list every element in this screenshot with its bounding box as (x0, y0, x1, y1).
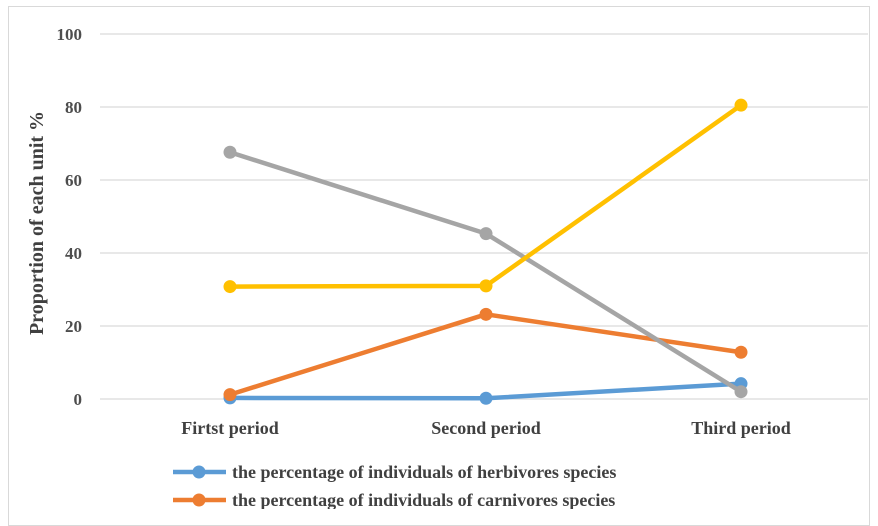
legend-label: the percentage of individuals of herbivo… (232, 462, 616, 482)
line-chart: 0 20 40 60 80 100 Firtst period Second period T… (26, 25, 868, 509)
legend-swatch-marker (192, 493, 206, 507)
series-1 (223, 377, 748, 405)
series-lines (223, 98, 748, 405)
data-point (479, 227, 493, 241)
series-4 (223, 98, 748, 294)
data-point (734, 98, 748, 112)
legend-label: the percentage of individuals of carnivo… (232, 490, 615, 509)
y-axis-label: Proportion of each unit % (26, 111, 48, 335)
x-tick-label: Second period (431, 418, 541, 438)
y-tick-label: 0 (74, 390, 83, 409)
y-tick-label: 60 (65, 171, 82, 190)
y-tick-label: 20 (65, 317, 82, 336)
data-point (223, 388, 237, 402)
y-tick-label: 100 (57, 25, 83, 44)
data-point (223, 145, 237, 159)
legend-item: the percentage of individuals of carnivo… (173, 490, 615, 509)
y-tick-label: 80 (65, 98, 82, 117)
y-tick-label: 40 (65, 244, 82, 263)
data-point (223, 280, 237, 294)
x-tick-label: Firtst period (181, 418, 278, 438)
legend: the percentage of individuals of herbivo… (173, 462, 616, 509)
series-3 (223, 145, 748, 399)
gridlines (100, 33, 868, 400)
x-tick-label: Third period (691, 418, 791, 438)
data-point (479, 307, 493, 321)
y-axis-ticks: 0 20 40 60 80 100 (57, 25, 83, 409)
data-point (479, 391, 493, 405)
data-point (479, 279, 493, 293)
legend-item: the percentage of individuals of herbivo… (173, 462, 616, 482)
x-axis-categories: Firtst period Second period Third period (181, 418, 791, 438)
series-line (229, 150, 743, 394)
series-line (229, 103, 743, 289)
data-point (734, 385, 748, 399)
legend-swatch-marker (192, 465, 206, 479)
data-point (734, 345, 748, 359)
